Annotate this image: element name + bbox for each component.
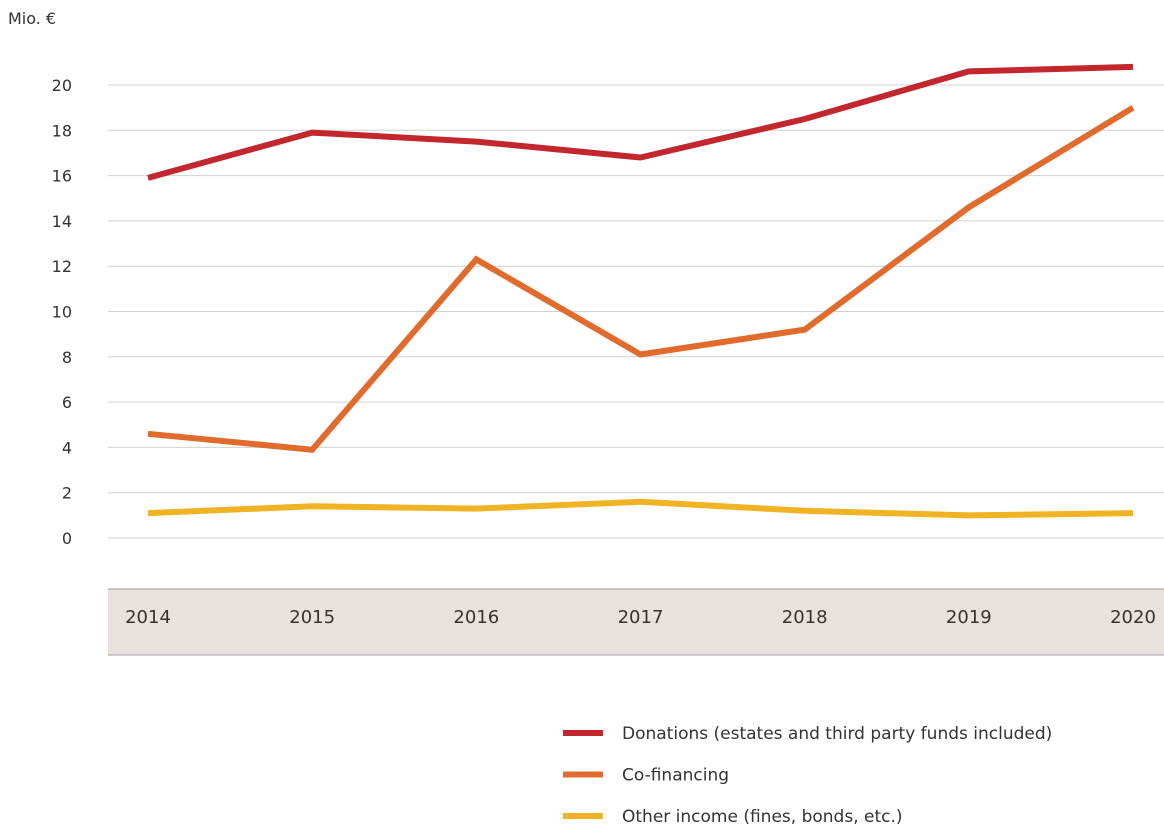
x-axis-band-background <box>108 589 1164 655</box>
y-tick-label: 16 <box>52 167 72 186</box>
y-tick-label: 8 <box>62 348 72 367</box>
y-tick-label: 2 <box>62 484 72 503</box>
series-lines <box>147 63 1135 519</box>
y-tick-label: 10 <box>52 303 72 322</box>
y-tick-label: 4 <box>62 438 72 457</box>
x-tick-label: 2020 <box>1110 607 1156 628</box>
x-tick-label: 2016 <box>453 607 499 628</box>
y-tick-label: 6 <box>62 393 72 412</box>
y-tick-label: 12 <box>52 257 72 276</box>
series-line-2 <box>147 105 1135 453</box>
x-tick-label: 2018 <box>782 607 828 628</box>
series-line-1 <box>147 63 1134 181</box>
y-tick-label: 18 <box>52 121 72 140</box>
series-line-3 <box>147 498 1134 519</box>
x-tick-label: 2015 <box>289 607 335 628</box>
x-tick-label: 2017 <box>618 607 664 628</box>
legend-label: Co-financing <box>622 766 729 786</box>
y-axis-ticks: 0 2 4 6 8 10 12 14 16 18 20 <box>52 76 72 548</box>
legend-label: Other income (fines, bonds, etc.) <box>622 807 903 827</box>
y-tick-label: 0 <box>62 529 72 548</box>
x-axis-ticks: 2014 2015 2016 2017 2018 2019 2020 <box>125 607 1156 628</box>
legend-label: Donations (estates and third party funds… <box>622 724 1052 744</box>
y-tick-label: 20 <box>52 76 72 95</box>
x-axis-band <box>108 588 1164 656</box>
x-tick-label: 2019 <box>946 607 992 628</box>
legend: Donations (estates and third party funds… <box>563 724 1052 827</box>
y-tick-label: 14 <box>52 212 72 231</box>
y-axis-unit-label: Mio. € <box>8 9 56 28</box>
x-tick-label: 2014 <box>125 607 171 628</box>
gridlines <box>108 84 1164 539</box>
